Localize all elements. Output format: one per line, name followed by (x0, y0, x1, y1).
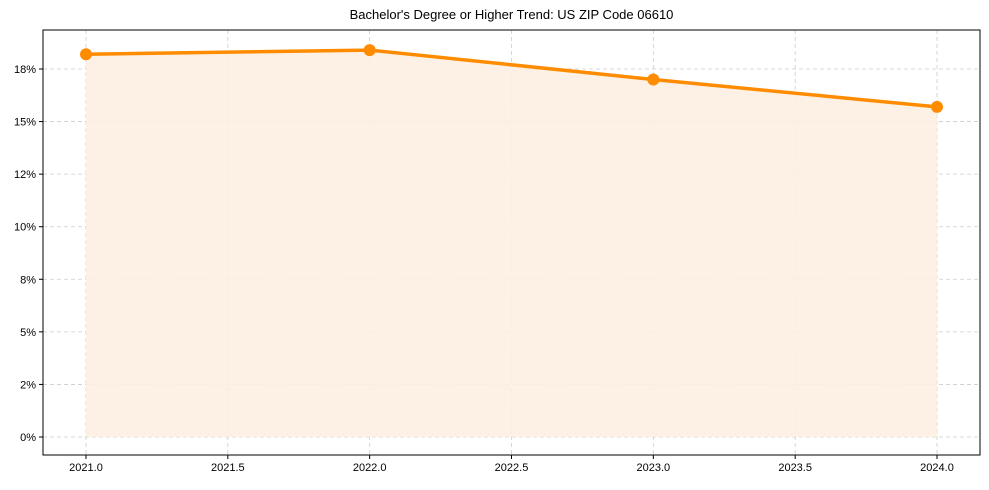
x-tick-label: 2021.5 (211, 462, 245, 474)
y-tick-label: 15% (14, 117, 36, 129)
y-tick-label: 12% (14, 169, 36, 181)
y-axis-ticks: 0% 2% 5% 8% 10% 12% 15% 18% (14, 64, 43, 444)
x-tick-label: 2023.5 (778, 462, 812, 474)
x-tick-label: 2024.0 (920, 462, 954, 474)
y-tick-label: 8% (20, 274, 36, 286)
data-point-marker (647, 73, 660, 86)
area-fill (86, 50, 937, 438)
y-tick-label: 5% (20, 327, 36, 339)
y-tick-label: 18% (14, 64, 36, 76)
x-axis-ticks: 2021.0 2021.5 2022.0 2022.5 2023.0 2023.5 2024… (69, 455, 954, 474)
y-tick-label: 2% (20, 379, 36, 391)
x-tick-label: 2022.0 (353, 462, 387, 474)
x-tick-label: 2023.0 (637, 462, 671, 474)
data-line (84, 48, 939, 109)
chart-title: Bachelor's Degree or Higher Trend: US ZI… (349, 7, 674, 22)
data-point-marker (363, 44, 376, 57)
data-point-marker (931, 100, 943, 113)
y-tick-label: 10% (14, 222, 36, 234)
x-tick-label: 2022.5 (495, 462, 529, 474)
data-points (80, 44, 943, 113)
y-tick-label: 0% (20, 432, 36, 444)
data-point-marker (80, 48, 92, 61)
x-tick-label: 2021.0 (69, 462, 103, 474)
